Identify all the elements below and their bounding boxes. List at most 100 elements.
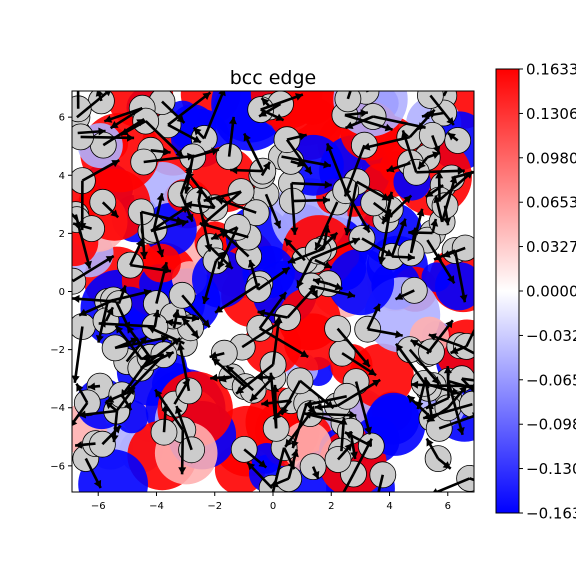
displacement-arrow — [258, 291, 288, 330]
y-tick-label: −2 — [50, 345, 65, 356]
displacement-arrow — [451, 170, 474, 180]
displacement-arrow — [281, 155, 332, 169]
displacement-arrow — [425, 437, 440, 460]
displacement-arrow — [140, 210, 184, 225]
displacement-arrow — [446, 384, 468, 409]
displacement-arrow — [105, 393, 123, 403]
displacement-arrow — [459, 344, 474, 355]
displacement-arrow — [362, 135, 411, 151]
colorbar-tick-label: 0.0000 — [526, 283, 576, 301]
displacement-arrow — [408, 348, 441, 385]
displacement-arrow — [87, 382, 101, 391]
displacement-arrow — [345, 115, 374, 130]
displacement-arrow — [78, 298, 115, 317]
displacement-arrow — [410, 338, 433, 354]
displacement-arrow — [461, 377, 474, 382]
atom — [242, 199, 270, 227]
displacement-arrow — [337, 442, 354, 461]
displacement-arrow — [107, 288, 152, 303]
displacement-arrow — [181, 317, 192, 329]
displacement-arrow — [428, 333, 461, 347]
y-tick-label: 4 — [59, 171, 65, 182]
displacement-arrow — [72, 402, 89, 427]
displacement-arrow — [243, 448, 268, 469]
displacement-arrow — [74, 441, 96, 449]
displacement-arrow — [311, 237, 361, 260]
displacement-arrow — [469, 477, 474, 482]
displacement-arrow — [143, 152, 195, 164]
displacement-arrow — [75, 382, 89, 404]
colorbar: 0.1633 0.1306 0.0980 0.0653 0.0327 0.0000 −0.0… — [495, 61, 576, 523]
displacement-arrow — [72, 221, 92, 230]
displacement-arrow — [101, 201, 120, 219]
displacement-arrow — [282, 447, 296, 470]
displacement-arrow — [101, 424, 122, 446]
x-axis: −6 −4 −2 0 2 4 6 — [91, 492, 451, 512]
displacement-arrow — [285, 138, 313, 175]
displacement-arrow — [377, 474, 385, 492]
displacement-arrow — [249, 376, 274, 402]
displacement-arrow — [344, 109, 369, 118]
displacement-arrow — [260, 108, 285, 122]
colorbar-tick-label: 0.0980 — [526, 149, 576, 167]
displacement-arrow — [152, 309, 161, 327]
displacement-arrow — [286, 285, 317, 319]
displacement-arrow — [344, 431, 372, 448]
displacement-arrow — [286, 132, 308, 141]
y-tick-label: −6 — [50, 461, 65, 472]
field-blob — [278, 287, 341, 351]
displacement-arrow — [197, 200, 213, 252]
displacement-arrow — [305, 402, 317, 415]
displacement-arrow — [103, 106, 143, 123]
x-tick-label: 0 — [270, 501, 276, 512]
displacement-arrow — [120, 394, 133, 411]
displacement-arrow — [415, 383, 426, 410]
displacement-arrow — [344, 113, 393, 132]
displacement-arrow — [227, 116, 237, 157]
displacement-arrow — [104, 400, 118, 413]
displacement-arrow — [203, 190, 242, 203]
field-blob — [142, 243, 181, 283]
y-tick-label: 2 — [59, 229, 65, 240]
displacement-arrow — [312, 277, 329, 286]
colorbar-tick-label: −0.1633 — [526, 505, 576, 523]
displacement-arrow — [465, 327, 474, 347]
colorbar-tick-label: 0.1633 — [526, 61, 576, 79]
displacement-arrow — [325, 142, 347, 192]
colorbar-ticks: 0.1633 0.1306 0.0980 0.0653 0.0327 0.0000 −0.0… — [519, 61, 576, 523]
displacement-arrow — [311, 466, 320, 480]
displacement-arrow — [433, 195, 444, 223]
displacement-arrow — [314, 201, 339, 251]
displacement-arrow — [442, 246, 466, 258]
displacement-arrow — [243, 132, 264, 172]
displacement-arrow — [76, 91, 111, 119]
displacement-arrow — [453, 250, 468, 303]
displacement-arrow — [429, 94, 455, 126]
displacement-arrow — [259, 327, 309, 359]
displacement-arrow — [290, 183, 299, 235]
displacement-arrow — [260, 97, 271, 108]
arrow-layer — [72, 91, 474, 492]
displacement-arrow — [264, 193, 282, 229]
displacement-arrow — [218, 374, 233, 383]
displacement-arrow — [339, 417, 348, 452]
y-tick-label: −4 — [50, 403, 65, 414]
displacement-arrow — [139, 211, 148, 260]
displacement-arrow — [443, 366, 452, 399]
displacement-arrow — [257, 309, 288, 319]
displacement-arrow — [431, 134, 441, 154]
atom — [334, 91, 362, 113]
displacement-arrow — [98, 319, 155, 328]
displacement-arrow — [175, 405, 193, 451]
displacement-arrow — [214, 282, 261, 314]
displacement-arrow — [361, 237, 394, 258]
y-axis: −6 −4 −2 0 2 4 6 — [50, 113, 72, 472]
displacement-arrow — [283, 237, 306, 262]
displacement-arrow — [390, 218, 407, 257]
displacement-arrow — [81, 159, 120, 182]
displacement-arrow — [225, 364, 254, 392]
displacement-arrow — [401, 130, 418, 173]
displacement-arrow — [430, 218, 439, 234]
displacement-arrow — [342, 473, 355, 492]
displacement-arrow — [150, 147, 171, 156]
